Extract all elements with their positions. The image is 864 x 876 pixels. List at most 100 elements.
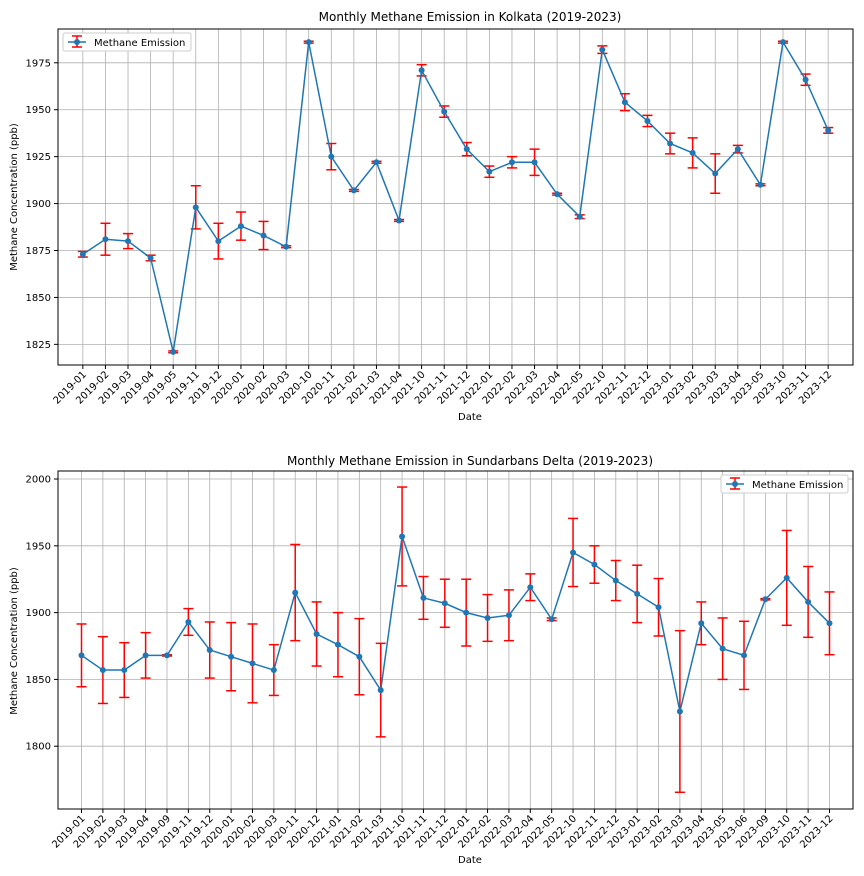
data-point — [826, 620, 833, 627]
data-point — [270, 667, 277, 674]
data-point — [305, 39, 312, 46]
data-point — [741, 652, 748, 659]
data-point — [249, 660, 256, 667]
y-axis: 1800 1850 1900 1950 2000 — [26, 475, 58, 753]
data-point — [356, 653, 363, 660]
data-point — [420, 594, 427, 601]
data-point — [79, 251, 86, 258]
legend: Methane Emission — [720, 474, 849, 494]
data-point — [576, 213, 583, 220]
grid — [58, 29, 853, 365]
chart-title: Monthly Methane Emission in Sundarbans D… — [287, 454, 653, 468]
data-point — [621, 99, 628, 106]
data-point — [237, 223, 244, 230]
data-point — [418, 67, 425, 74]
legend-marker-swatch — [74, 39, 80, 45]
x-axis: 2019-012019-022019-032019-042019-052019-… — [52, 365, 834, 407]
data-point — [783, 574, 790, 581]
y-tick-label: 1850 — [26, 675, 51, 686]
data-point — [396, 217, 403, 224]
legend: Methane Emission — [62, 32, 192, 52]
data-point — [147, 255, 154, 262]
data-point — [185, 618, 192, 625]
data-point — [228, 653, 235, 660]
y-tick-label: 1875 — [26, 246, 51, 257]
chart-title: Monthly Methane Emission in Kolkata (201… — [319, 10, 622, 24]
y-tick-label: 1900 — [26, 608, 51, 619]
data-point — [215, 238, 222, 245]
data-point — [599, 46, 606, 53]
y-tick-label: 1925 — [26, 152, 51, 163]
data-point — [313, 630, 320, 637]
data-point — [527, 584, 534, 591]
plot-frame — [57, 470, 854, 810]
y-tick-label: 1950 — [26, 105, 51, 116]
data-point — [762, 596, 769, 603]
data-point — [825, 127, 832, 134]
data-point — [99, 667, 106, 674]
data-point — [719, 645, 726, 652]
series-line — [82, 39, 829, 353]
data-point — [634, 590, 641, 597]
x-axis-label: Date — [458, 855, 482, 866]
y-axis-label: Methane Concentration (ppb) — [9, 567, 20, 715]
data-point — [260, 232, 267, 239]
chart-sundarbans: Monthly Methane Emission in Sundarbans D… — [9, 454, 854, 866]
data-point — [757, 181, 764, 188]
data-point — [170, 348, 177, 355]
data-point — [377, 687, 384, 694]
data-point — [163, 652, 170, 659]
chart-kolkata: Monthly Methane Emission in Kolkata (201… — [9, 10, 854, 423]
data-point — [712, 170, 719, 177]
data-point — [676, 708, 683, 715]
data-point — [505, 612, 512, 619]
data-point — [805, 598, 812, 605]
data-point — [292, 589, 299, 596]
y-tick-label: 2000 — [26, 475, 51, 486]
data-point — [486, 168, 493, 175]
data-point — [283, 243, 290, 250]
y-tick-label: 1850 — [26, 293, 51, 304]
y-axis: 1825 1850 1875 1900 1925 1950 1975 — [26, 58, 58, 351]
x-axis: 2019-012019-022019-032019-042019-092019-… — [50, 809, 836, 851]
series-line — [81, 536, 831, 712]
data-point — [667, 140, 674, 147]
y-tick-label: 1950 — [26, 541, 51, 552]
y-tick-label: 1825 — [26, 340, 51, 351]
data-point — [206, 647, 213, 654]
data-point — [373, 159, 380, 166]
y-tick-label: 1800 — [26, 742, 51, 753]
x-axis-label: Date — [458, 412, 482, 423]
plot-frame — [57, 28, 854, 366]
data-point — [570, 549, 577, 556]
legend-label: Methane Emission — [94, 38, 185, 49]
data-point — [734, 146, 741, 153]
data-point — [102, 236, 109, 243]
data-point — [612, 577, 619, 584]
data-point — [334, 641, 341, 648]
data-point — [125, 238, 132, 245]
data-point — [689, 149, 696, 156]
y-tick-label: 1975 — [26, 58, 51, 69]
data-point — [350, 187, 357, 194]
data-point — [698, 620, 705, 627]
data-point — [802, 76, 809, 83]
data-point — [441, 600, 448, 607]
data-point — [655, 604, 662, 611]
data-point — [644, 117, 651, 124]
legend-box — [720, 474, 849, 494]
data-point — [121, 667, 128, 674]
data-point — [531, 159, 538, 166]
data-point — [463, 609, 470, 616]
legend-label: Methane Emission — [752, 480, 843, 491]
y-axis-label: Methane Concentration (ppb) — [9, 123, 20, 271]
plot-marks — [76, 486, 835, 794]
data-point — [142, 652, 149, 659]
y-tick-label: 1900 — [26, 199, 51, 210]
plot-marks — [77, 39, 834, 355]
data-point — [192, 204, 199, 211]
data-point — [78, 652, 85, 659]
legend-marker-swatch — [732, 481, 738, 487]
data-point — [508, 159, 515, 166]
